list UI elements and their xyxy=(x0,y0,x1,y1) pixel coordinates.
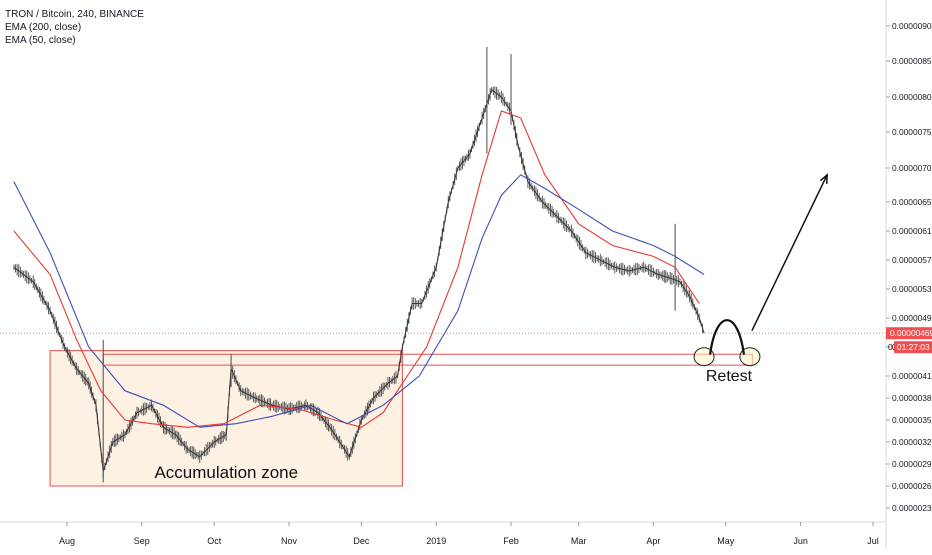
countdown-label: 01:27:03 xyxy=(897,342,930,352)
price-line xyxy=(13,88,705,472)
y-tick-label: 0.00000650 xyxy=(892,197,932,207)
price-series xyxy=(13,47,705,483)
x-tick-label: Aug xyxy=(59,536,75,546)
countdown-badge xyxy=(894,341,932,354)
x-tick-label: Feb xyxy=(503,536,519,546)
ema50-legend: EMA (50, close) xyxy=(5,35,76,46)
ema50-line xyxy=(13,110,700,428)
y-tick-label: 0.00000610 xyxy=(892,226,932,236)
y-tick-label: 0.00000800 xyxy=(892,92,932,102)
x-tick-label: Nov xyxy=(281,536,298,546)
y-tick-label: 0.00000410 xyxy=(892,371,932,381)
retest-label: Retest xyxy=(706,368,753,385)
accumulation-zone-box xyxy=(49,350,403,487)
y-tick-label: 0.00000570 xyxy=(892,255,932,265)
retest-circle xyxy=(739,347,761,367)
retest-circle xyxy=(693,347,715,367)
y-tick-label: 0.00000290 xyxy=(892,459,932,469)
y-tick-label: 0.00000320 xyxy=(892,437,932,447)
y-tick-label: 0.00000850 xyxy=(892,56,932,66)
countdown-prefix: 0. xyxy=(888,342,895,352)
y-tick-label: 0.00000530 xyxy=(892,284,932,294)
y-tick-label: 0.00000900 xyxy=(892,21,932,31)
x-tick-label: Mar xyxy=(571,536,587,546)
chart-symbol-title: TRON / Bitcoin, 240, BINANCE xyxy=(5,9,144,20)
x-tick-label: Dec xyxy=(353,536,370,546)
x-tick-label: Jun xyxy=(793,536,808,546)
y-tick-label: 0.00000380 xyxy=(892,393,932,403)
current-price-label: 0.00000469 xyxy=(890,328,932,338)
ema200-line xyxy=(13,174,705,428)
y-tick-label: 0.00000490 xyxy=(892,313,932,323)
x-tick-label: May xyxy=(717,536,735,546)
ema200-legend: EMA (200, close) xyxy=(5,22,82,33)
y-tick-label: 0.00000700 xyxy=(892,163,932,173)
support-band xyxy=(102,353,753,366)
target-arrow-shaft xyxy=(751,174,828,332)
y-tick-label: 0.00000750 xyxy=(892,127,932,137)
x-tick-label: Apr xyxy=(646,536,660,546)
x-tick-label: Jul xyxy=(867,536,879,546)
retest-arc xyxy=(708,319,746,355)
x-tick-label: Oct xyxy=(207,536,222,546)
y-tick-label: 0.00000230 xyxy=(892,503,932,513)
accumulation-zone-label: Accumulation zone xyxy=(154,463,298,482)
x-tick-label: Sep xyxy=(134,536,150,546)
y-tick-label: 0.00000260 xyxy=(892,481,932,491)
target-arrow-head xyxy=(819,173,828,184)
y-tick-label: 0.00000350 xyxy=(892,415,932,425)
current-price-badge xyxy=(886,327,932,340)
x-tick-label: 2019 xyxy=(426,536,446,546)
